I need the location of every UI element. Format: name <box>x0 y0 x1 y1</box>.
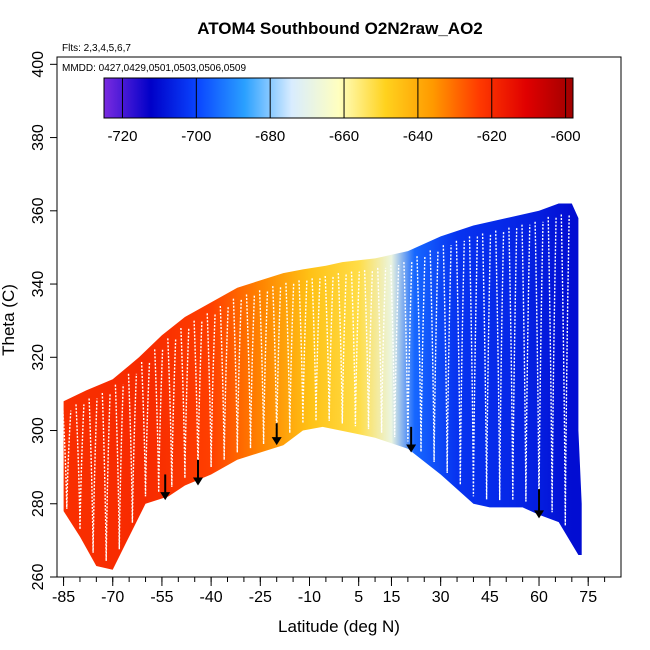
dates-note: MMDD: 0427,0429,0501,0503,0506,0509 <box>62 63 246 74</box>
colorbar-tick-label: -620 <box>477 128 507 145</box>
x-axis: -85 -70 -55 -40 -25 -10 5 15 30 45 60 75 <box>52 577 606 606</box>
flight-profile <box>140 361 151 497</box>
x-tick-label: -10 <box>298 589 321 606</box>
flights-note: Flts: 2,3,4,5,6,7 <box>62 43 131 54</box>
flight-profile <box>245 294 256 449</box>
arrow-head <box>193 477 203 486</box>
colorbar-tick-label: -660 <box>329 128 359 145</box>
flight-profile <box>403 262 413 442</box>
arrow-head <box>406 444 417 453</box>
flight-profile <box>285 282 295 434</box>
x-tick-label: -70 <box>101 589 124 606</box>
flight-profile <box>481 233 492 500</box>
arrow-head <box>534 510 545 519</box>
x-tick-label: 75 <box>579 589 597 606</box>
flight-profile <box>429 250 439 463</box>
y-tick-label: 340 <box>30 271 47 298</box>
arrow-head <box>271 437 282 446</box>
plot-frame <box>56 56 622 578</box>
x-axis-label: Latitude (deg N) <box>278 617 400 636</box>
flight-profile <box>75 404 85 530</box>
colorbar-tick-label: -700 <box>181 128 211 145</box>
flight-profile <box>390 264 400 438</box>
arrow-markers <box>160 423 545 519</box>
y-axis-label: Theta (C) <box>0 284 18 356</box>
flight-profiles <box>63 214 570 561</box>
flight-profile <box>219 305 229 460</box>
x-tick-label: 5 <box>354 589 363 606</box>
arrow-head <box>160 492 171 501</box>
flight-profile <box>154 349 164 493</box>
flight-profile <box>363 270 374 430</box>
flight-profile <box>337 273 347 424</box>
flight-profile <box>508 227 518 501</box>
colorbar-ticks: -720 -700 -680 -660 -640 -620 -600 <box>107 78 581 145</box>
flight-profile <box>350 271 360 427</box>
y-tick-label: 280 <box>30 490 47 517</box>
flight-profile <box>495 230 505 501</box>
y-tick-label: 320 <box>30 344 47 371</box>
flight-profile <box>416 256 426 452</box>
x-tick-label: -85 <box>52 589 75 606</box>
x-tick-label: 15 <box>383 589 401 606</box>
flight-profile <box>88 398 98 553</box>
flight-profile <box>63 410 72 509</box>
x-tick-label: -25 <box>249 589 272 606</box>
flight-profile <box>468 236 479 497</box>
flight-profile <box>547 216 557 513</box>
flight-profile <box>114 384 124 550</box>
flight-profile <box>377 267 387 433</box>
y-axis: 260 280 300 320 340 360 380 400 <box>30 51 57 590</box>
flight-profile <box>180 327 190 479</box>
y-tick-label: 360 <box>30 197 47 224</box>
chart-title: ATOM4 Southbound O2N2raw_AO2 <box>197 19 483 38</box>
flight-profile <box>298 280 308 424</box>
x-tick-label: -40 <box>200 589 223 606</box>
flight-profile <box>324 275 334 421</box>
flight-profile <box>521 224 531 502</box>
flight-profile <box>167 338 177 487</box>
flight-profile <box>258 290 269 445</box>
x-tick-label: 30 <box>432 589 450 606</box>
colorbar-bar <box>103 77 574 119</box>
colorbar-tick-label: -720 <box>107 128 137 145</box>
flight-profile <box>442 245 452 474</box>
x-tick-label: -55 <box>150 589 173 606</box>
y-tick-label: 260 <box>30 564 47 591</box>
flight-profile <box>206 313 216 468</box>
flight-profile <box>232 298 242 453</box>
y-tick-label: 300 <box>30 417 47 444</box>
y-tick-label: 400 <box>30 51 47 78</box>
flight-profile <box>311 278 321 421</box>
y-tick-label: 380 <box>30 124 47 151</box>
flight-profile <box>101 392 111 561</box>
colorbar-tick-label: -680 <box>255 128 285 145</box>
x-tick-label: 60 <box>530 589 548 606</box>
flight-profile <box>272 286 282 440</box>
colorbar-tick-label: -640 <box>403 128 433 145</box>
colorbar: -720 -700 -680 -660 -640 -620 -600 <box>103 77 581 145</box>
flight-profile <box>127 373 138 523</box>
colorbar-tick-label: -600 <box>551 128 581 145</box>
x-tick-label: 45 <box>481 589 499 606</box>
